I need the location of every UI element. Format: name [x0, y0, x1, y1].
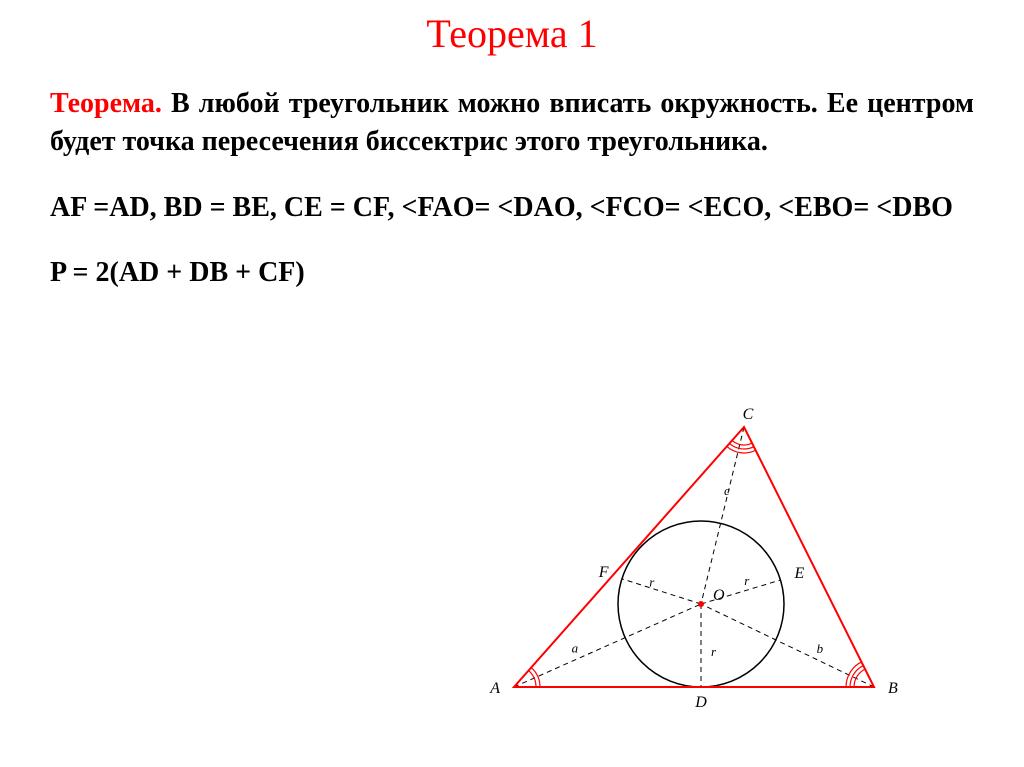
svg-text:r: r [649, 574, 655, 589]
svg-text:r: r [744, 573, 750, 588]
svg-text:B: B [888, 680, 898, 697]
geometry-svg: A B C D E F Or r r a b c [484, 407, 904, 717]
svg-text:O: O [713, 587, 725, 604]
theorem-block: Теорема. В любой треугольник можно вписа… [50, 85, 974, 161]
svg-text:a: a [572, 640, 579, 655]
slide: Теорема 1 Теорема. В любой треугольник м… [0, 0, 1024, 767]
equations-line-1: AF =AD, BD = BE, CE = CF, <FAO= <DAO, <F… [50, 189, 974, 227]
svg-text:F: F [598, 564, 609, 581]
svg-text:E: E [794, 565, 805, 582]
diagram: A B C D E F Or r r a b c [484, 407, 904, 717]
equations-line-2: P = 2(AD + DB + CF) [50, 254, 974, 292]
svg-text:b: b [817, 641, 824, 656]
svg-text:C: C [743, 407, 754, 423]
svg-text:A: A [489, 680, 500, 697]
svg-text:c: c [724, 483, 730, 498]
theorem-text: В любой треугольник можно вписать окружн… [50, 88, 974, 157]
theorem-label: Теорема. [50, 88, 162, 119]
slide-title: Теорема 1 [50, 10, 974, 57]
svg-text:r: r [711, 644, 717, 659]
svg-text:D: D [694, 694, 707, 711]
